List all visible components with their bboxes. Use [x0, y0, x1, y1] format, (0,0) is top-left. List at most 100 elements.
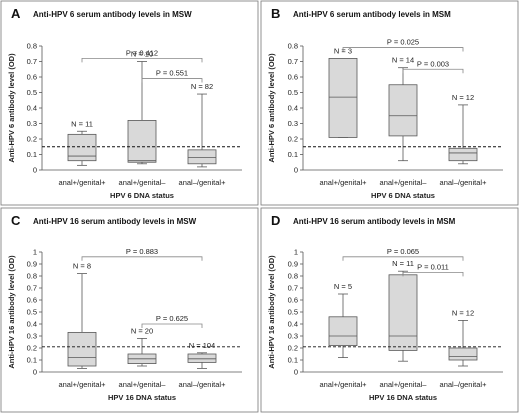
panel-c: C Anti-HPV 16 serum antibody levels in MS…	[0, 207, 259, 413]
p-value-bracket-2: P = 0.003	[402, 59, 464, 74]
bracket-line	[402, 272, 464, 277]
x-tick-label: anal+/genital+	[58, 380, 106, 389]
x-tick-label: anal+/genital+	[58, 178, 106, 187]
y-tick-label: 0.8	[27, 42, 37, 51]
y-tick-label: 0.3	[27, 119, 37, 128]
y-tick-label: 0.3	[288, 332, 298, 341]
n-label: N = 82	[191, 82, 213, 91]
bracket-line	[342, 47, 464, 52]
y-tick-label: 0.4	[288, 320, 298, 329]
y-tick-label: 1	[294, 248, 298, 257]
n-label: N = 14	[392, 56, 414, 65]
y-tick-label: 0.5	[27, 88, 37, 97]
bracket-line	[81, 256, 203, 261]
box-plot-3: N = 82	[187, 82, 217, 168]
y-tick-label: 0.9	[27, 260, 37, 269]
y-tick-label: 0.7	[27, 57, 37, 66]
y-tick-label: 0.1	[27, 150, 37, 159]
y-tick-label: 0	[33, 368, 37, 377]
box-iqr	[448, 347, 478, 361]
x-tick-label: anal+/genital+	[319, 380, 367, 389]
box-plot-1: N = 8	[67, 262, 97, 369]
panel-a: A Anti-HPV 6 serum antibody levels in MSW…	[0, 0, 259, 206]
panel-letter: A	[11, 6, 21, 21]
box-plot-2: N = 20	[127, 326, 157, 367]
n-label: N = 11	[392, 259, 414, 268]
y-tick-label: 0.6	[27, 296, 37, 305]
y-axis-label: Anti-HPV 6 antibody level (OD)	[7, 53, 16, 163]
panel-frame	[260, 0, 519, 206]
box-plot-1: N = 11	[67, 119, 97, 166]
box-plot-2: N = 14	[388, 56, 418, 162]
x-axis-label: HPV 6 DNA status	[371, 191, 435, 200]
y-tick-label: 0	[294, 166, 298, 175]
p-value-label: P = 0.551	[156, 69, 188, 78]
n-label: N = 11	[71, 119, 93, 128]
box-iqr	[67, 331, 97, 367]
panel-frame	[0, 0, 259, 206]
bracket-line	[342, 256, 464, 261]
x-axis-label: HPV 6 DNA status	[110, 191, 174, 200]
box-plot-1: N = 5	[328, 282, 358, 359]
box-iqr	[328, 316, 358, 346]
y-tick-label: 0.5	[288, 308, 298, 317]
panel-d: D Anti-HPV 16 serum antibody levels in MS…	[260, 207, 519, 413]
y-tick-label: 0.7	[288, 57, 298, 66]
y-tick-label: 0.7	[27, 284, 37, 293]
box-plot-1: N = 3	[328, 46, 358, 138]
box-plot-3: N = 12	[448, 308, 478, 367]
box-iqr	[328, 58, 358, 138]
bracket-line	[141, 323, 203, 328]
p-value-label: P = 0.025	[387, 38, 419, 47]
bracket-line	[402, 68, 464, 74]
y-tick-label: 0.6	[27, 73, 37, 82]
x-tick-label: anal–/genital+	[179, 178, 227, 187]
box-iqr	[388, 84, 418, 137]
n-label: N = 12	[452, 93, 474, 102]
panel-letter: D	[271, 213, 280, 228]
box-iqr	[187, 149, 217, 165]
y-tick-label: 0.8	[288, 272, 298, 281]
y-tick-label: 0.5	[27, 308, 37, 317]
y-tick-label: 0.2	[27, 135, 37, 144]
panel-b: B Anti-HPV 6 serum antibody levels in MSM…	[260, 0, 519, 206]
x-tick-label: anal+/genital–	[380, 380, 428, 389]
y-tick-label: 0.2	[27, 344, 37, 353]
x-tick-label: anal+/genital+	[319, 178, 367, 187]
y-tick-label: 0	[294, 368, 298, 377]
y-axis-label: Anti-HPV 16 antibody level (OD)	[267, 255, 276, 369]
y-axis-label: Anti-HPV 6 antibody level (OD)	[267, 53, 276, 163]
panel-title: Anti-HPV 6 serum antibody levels in MSW	[33, 10, 192, 19]
y-tick-label: 0.4	[27, 104, 37, 113]
panel-frame	[0, 207, 259, 413]
panel-title: Anti-HPV 16 serum antibody levels in MSW	[33, 217, 197, 226]
p-value-label: P = 0.011	[417, 262, 449, 271]
y-tick-label: 0.2	[288, 135, 298, 144]
panel-title: Anti-HPV 16 serum antibody levels in MSM	[293, 217, 456, 226]
y-tick-label: 0.5	[288, 88, 298, 97]
panel-letter: B	[271, 6, 280, 21]
y-tick-label: 0.7	[288, 284, 298, 293]
y-tick-label: 0.6	[288, 296, 298, 305]
y-tick-label: 0.8	[27, 272, 37, 281]
box-iqr	[67, 133, 97, 162]
box-plot-3: N = 12	[448, 93, 478, 165]
x-axis-label: HPV 16 DNA status	[108, 393, 176, 402]
n-label: N = 5	[334, 282, 352, 291]
box-plot-3: N = 104	[187, 341, 217, 369]
panel-title: Anti-HPV 6 serum antibody levels in MSM	[293, 10, 451, 19]
y-tick-label: 0.4	[27, 320, 37, 329]
y-tick-label: 0.1	[288, 356, 298, 365]
p-value-label: P = 0.883	[126, 247, 158, 256]
panel-letter: C	[11, 213, 21, 228]
y-tick-label: 0	[33, 166, 37, 175]
y-tick-label: 0.9	[288, 260, 298, 269]
box-iqr	[388, 274, 418, 351]
p-value-bracket-1: P = 0.065	[342, 247, 464, 261]
p-value-bracket-1: P = 0.412	[81, 48, 203, 63]
p-value-bracket-1: P = 0.025	[342, 38, 464, 52]
x-tick-label: anal–/genital+	[440, 178, 488, 187]
y-axis-label: Anti-HPV 16 antibody level (OD)	[7, 255, 16, 369]
y-tick-label: 1	[33, 248, 37, 257]
n-label: N = 10	[131, 50, 153, 59]
